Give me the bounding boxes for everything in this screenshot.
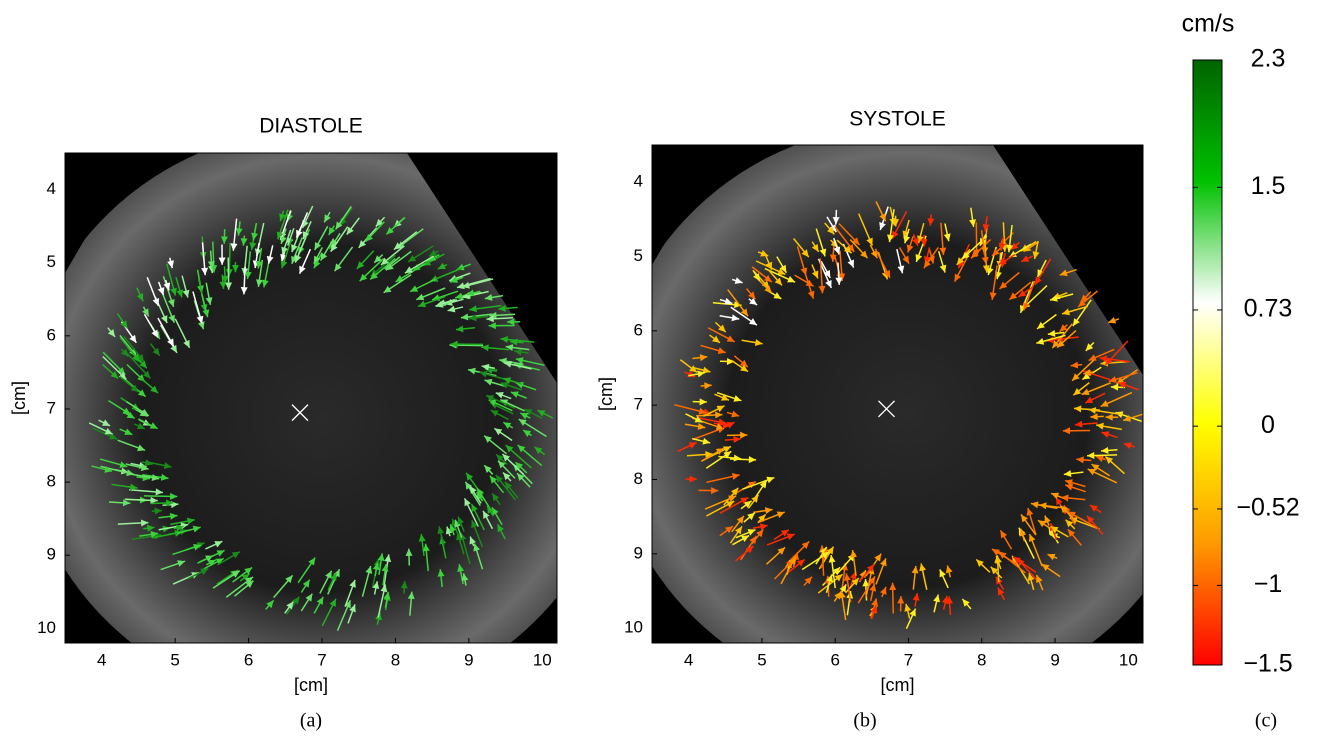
plot-area	[21, 128, 621, 708]
y-tick-label: 8	[634, 469, 643, 488]
y-tick-label: 8	[47, 472, 56, 491]
x-axis-label: [cm]	[294, 675, 328, 695]
colorbar-tick-label: 2.3	[1251, 45, 1286, 73]
colorbar-tick-label: 1.5	[1251, 172, 1286, 200]
y-tick-label: 4	[634, 172, 643, 191]
caption: (c)	[1255, 710, 1277, 732]
x-tick-label: 8	[391, 650, 400, 669]
y-tick-label: 4	[47, 179, 56, 198]
colorbar-tick-label: 0.73	[1244, 295, 1293, 323]
x-tick-label: 4	[684, 650, 693, 669]
y-tick-label: 7	[47, 398, 56, 417]
x-tick-label: 4	[97, 650, 106, 669]
y-axis-label: [cm]	[596, 377, 616, 411]
x-tick-label: 6	[830, 650, 839, 669]
chart-title: SYSTOLE	[849, 108, 946, 131]
caption: (b)	[853, 710, 876, 732]
y-tick-label: 10	[624, 618, 643, 637]
y-tick-label: 9	[47, 545, 56, 564]
y-axis-label: [cm]	[9, 381, 29, 415]
x-tick-label: 8	[977, 650, 986, 669]
y-tick-label: 5	[634, 246, 643, 265]
colorbar-tick-label: −0.52	[1236, 494, 1299, 522]
y-tick-label: 5	[47, 252, 56, 271]
x-tick-label: 9	[464, 650, 473, 669]
x-axis-label: [cm]	[881, 675, 915, 695]
colorbar-title: cm/s	[1182, 10, 1235, 38]
y-tick-label: 6	[634, 320, 643, 339]
x-tick-label: 6	[244, 650, 253, 669]
y-tick-label: 7	[634, 395, 643, 414]
plot-area	[608, 124, 1208, 704]
colorbar-tick-label: −1.5	[1243, 650, 1292, 678]
y-tick-label: 10	[37, 618, 56, 637]
x-tick-label: 9	[1050, 650, 1059, 669]
colorbar-tick-label: −1	[1254, 570, 1283, 598]
x-tick-label: 5	[170, 650, 179, 669]
x-tick-label: 5	[757, 650, 766, 669]
chart-title: DIASTOLE	[259, 115, 362, 138]
x-tick-label: 10	[1119, 650, 1138, 669]
colorbar-tick-label: 0	[1261, 411, 1275, 439]
y-tick-label: 6	[47, 325, 56, 344]
x-tick-label: 10	[533, 650, 552, 669]
colorbar	[1193, 60, 1222, 665]
x-tick-label: 7	[317, 650, 326, 669]
x-tick-label: 7	[904, 650, 913, 669]
y-tick-label: 9	[634, 543, 643, 562]
caption: (a)	[300, 710, 322, 732]
